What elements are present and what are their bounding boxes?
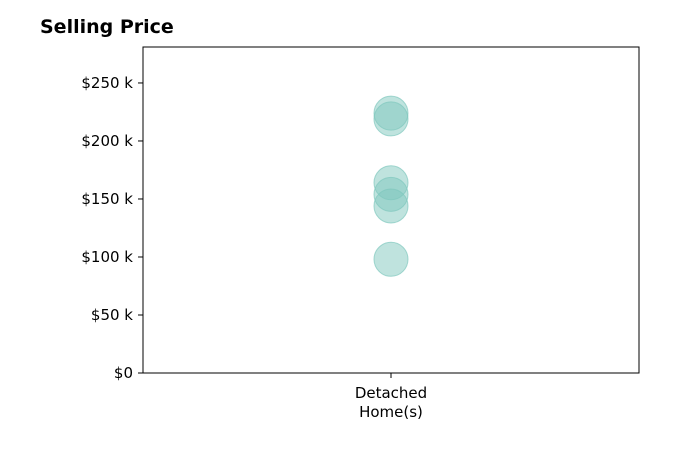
data-point xyxy=(373,101,409,137)
y-tick-label: $0 xyxy=(114,364,133,382)
y-tick-label: $50 k xyxy=(91,306,133,324)
y-tick-label: $200 k xyxy=(81,132,133,150)
y-tick-label: $250 k xyxy=(81,74,133,92)
chart-title: Selling Price xyxy=(40,16,174,38)
data-point xyxy=(373,188,409,224)
y-tick-label: $100 k xyxy=(81,248,133,266)
data-point xyxy=(373,241,409,277)
x-tick-label: Detached Home(s) xyxy=(355,384,427,421)
y-tick-label: $150 k xyxy=(81,190,133,208)
